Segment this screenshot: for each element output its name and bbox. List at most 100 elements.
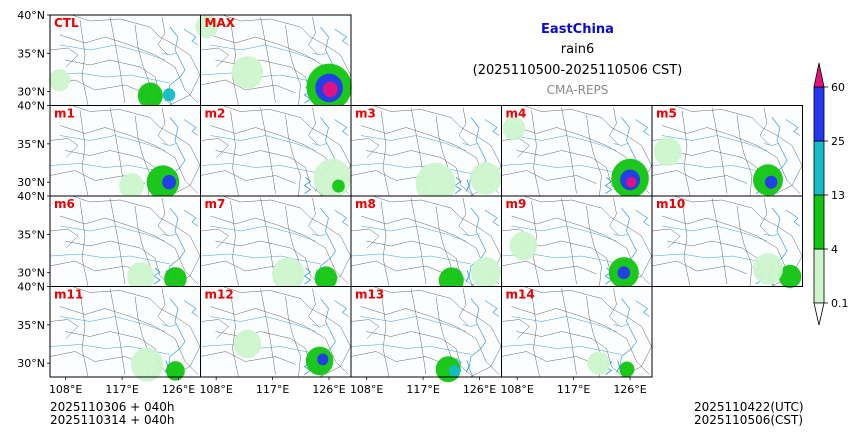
panel-m12: m12 <box>200 286 352 378</box>
rain-blob <box>470 257 501 289</box>
panel-label: m14 <box>506 288 535 302</box>
rain-blob <box>415 162 456 205</box>
panel-m14: m14 <box>501 286 653 378</box>
colorbar-tick-label: 13 <box>831 189 845 202</box>
x-tick-label: 117°E <box>557 383 590 396</box>
rain-blob <box>322 81 338 98</box>
panel-label: MAX <box>205 16 236 30</box>
rain-blob <box>617 266 631 280</box>
valid-utc-line: 2025110422(UTC) <box>694 400 804 414</box>
valid-cst-line: 2025110506(CST) <box>694 413 804 427</box>
panel-label: m11 <box>54 288 83 302</box>
rain-blob <box>166 361 185 381</box>
panel-m10: m10 <box>651 195 803 289</box>
axis-labels: 40°N35°N30°N40°N35°N30°N40°N35°N30°N40°N… <box>17 9 647 396</box>
rain-blob <box>626 177 637 188</box>
rain-blob <box>317 353 329 366</box>
model-title: CMA-REPS <box>546 83 609 97</box>
y-tick-label: 35°N <box>17 319 45 332</box>
y-tick-label: 30°N <box>17 176 45 189</box>
colorbar-under-arrow <box>813 302 825 326</box>
region-title: EastChina <box>541 22 614 37</box>
rain-blob <box>272 257 305 292</box>
variable-title: rain6 <box>560 42 595 57</box>
rain-blob <box>164 267 187 291</box>
panel-max: MAX <box>195 14 352 111</box>
panel-label: m13 <box>355 288 384 302</box>
panel-label: m8 <box>355 197 376 211</box>
rain-blob <box>127 262 155 291</box>
x-tick-label: 117°E <box>256 383 289 396</box>
rain-blob <box>119 173 144 199</box>
colorbar: 0.1 4 13 25 60 <box>813 62 849 326</box>
y-tick-label: 40°N <box>17 190 45 203</box>
colorbar-segment <box>813 86 825 142</box>
x-tick-label: 108°E <box>199 383 232 396</box>
panel-label: m5 <box>656 107 677 121</box>
y-tick-label: 35°N <box>17 138 45 151</box>
panel-m4: m4 <box>501 105 653 198</box>
colorbar-segment <box>813 140 825 196</box>
rain-blob <box>137 82 163 109</box>
y-tick-label: 40°N <box>17 281 45 294</box>
y-tick-label: 40°N <box>17 100 45 113</box>
panel-label: CTL <box>54 16 79 30</box>
rain-blob <box>313 158 351 198</box>
rain-blob <box>470 162 502 195</box>
panel-m8: m8 <box>350 195 502 294</box>
rain-blob <box>231 56 264 89</box>
panel-m13: m13 <box>350 286 502 383</box>
colorbar-tick-label: 25 <box>831 135 845 148</box>
y-tick-label: 35°N <box>17 228 45 241</box>
rain-blob <box>162 175 176 190</box>
panel-grid: CTL MAX m1 m2 m3 m4 m5 m6 m7 m8 m9 m10 m11 m12 m13 m14 <box>48 14 803 383</box>
x-tick-label: 108°E <box>49 383 82 396</box>
panel-label: m3 <box>355 107 376 121</box>
y-tick-label: 40°N <box>17 9 45 22</box>
panel-m1: m1 <box>49 105 201 200</box>
colorbar-over-arrow <box>813 62 825 88</box>
x-tick-label: 126°E <box>613 383 646 396</box>
panel-label: m12 <box>205 288 234 302</box>
x-tick-label: 117°E <box>406 383 439 396</box>
init-utc-line: 2025110306 + 040h <box>50 400 175 414</box>
panel-ctl: CTL <box>48 14 201 109</box>
panel-label: m7 <box>205 197 226 211</box>
init-cst-line: 2025110314 + 040h <box>50 413 175 427</box>
y-tick-label: 30°N <box>17 357 45 370</box>
colorbar-tick-label: 0.1 <box>831 297 849 310</box>
colorbar-tick-label: 60 <box>831 81 845 94</box>
panel-m9: m9 <box>501 195 653 289</box>
panel-m2: m2 <box>200 105 352 198</box>
y-tick-label: 30°N <box>17 267 45 280</box>
y-tick-label: 35°N <box>17 47 45 60</box>
rain-blob <box>587 351 610 375</box>
rain-blob <box>502 116 526 141</box>
rain-blob <box>778 264 802 289</box>
panel-m7: m7 <box>200 195 352 292</box>
rain-blob <box>162 88 176 102</box>
valid-time-block: 2025110422(UTC) 2025110506(CST) <box>694 401 804 427</box>
panel-m6: m6 <box>49 195 201 291</box>
rain-blob <box>233 329 262 359</box>
init-time-block: 2025110306 + 040h 2025110314 + 040h <box>50 401 175 427</box>
rain-blob <box>764 175 778 189</box>
rain-blob <box>448 365 461 377</box>
colorbar-segment <box>813 194 825 250</box>
x-tick-label: 117°E <box>105 383 138 396</box>
panel-frame <box>501 286 653 378</box>
rain-blob <box>48 69 71 92</box>
panel-frame <box>651 195 803 287</box>
rain-blob <box>653 137 682 166</box>
panel-label: m10 <box>656 197 685 211</box>
panel-label: m2 <box>205 107 226 121</box>
rain-blob <box>314 266 338 290</box>
panel-label: m6 <box>54 197 75 211</box>
x-tick-label: 126°E <box>162 383 195 396</box>
y-tick-label: 30°N <box>17 86 45 99</box>
x-tick-label: 126°E <box>463 383 496 396</box>
rain-blob <box>130 347 164 382</box>
panel-background <box>351 286 502 377</box>
x-tick-label: 108°E <box>350 383 383 396</box>
